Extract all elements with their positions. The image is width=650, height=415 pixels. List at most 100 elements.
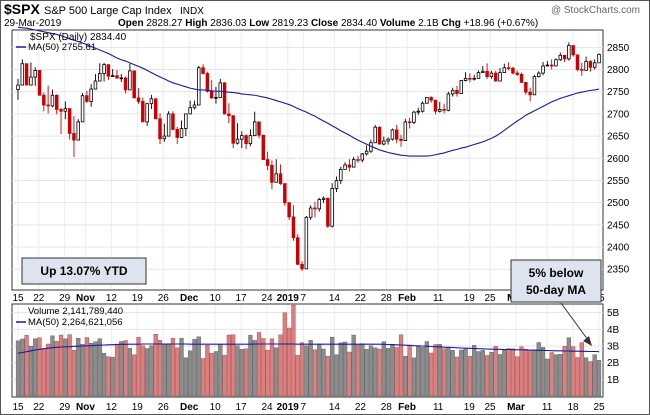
x-tick-label: Nov [76,402,95,413]
volume-bar [192,339,197,397]
volume-bar [269,338,275,397]
volume-bar [553,354,559,397]
price-legend: $SPX (Daily) 2834.40 MA(50) 2755.61 [16,32,127,53]
volume-bar [558,354,563,397]
candle-body [46,104,50,107]
close-label: Close [311,18,339,29]
candle-body [438,109,442,112]
volume-bar [226,334,231,397]
volume-bars [15,304,602,397]
candle-body [205,73,210,92]
volume-label: Volume [380,18,416,29]
x-tick-label: 24 [261,402,273,413]
x-tick-label: 22 [355,293,367,304]
volume-bar [433,344,438,397]
x-tick-label: 12 [106,293,118,304]
volume-bar [205,345,210,397]
volume-bar [218,344,223,397]
volume-bar [515,356,520,397]
candle-body [450,89,455,95]
volume-bar [63,338,68,397]
candle-body [42,94,46,106]
candle-body [502,67,507,74]
candle-body [373,126,377,144]
x-tick-label: Mar [507,402,525,413]
volume-bar [588,361,593,397]
volume-bar [562,346,567,397]
candle-body [132,70,136,99]
volume-bar [248,334,253,397]
volume-bar [140,345,145,397]
volume-bar [71,349,77,397]
volume-bar [28,345,34,397]
price-y-tick: 2550 [607,176,630,187]
volume-bar [145,348,150,397]
volume-bar [110,356,115,397]
candle-body [179,128,184,138]
volume-bar [252,340,257,397]
candle-body [252,121,257,137]
candle-body [153,98,158,120]
candle-body [463,77,468,82]
high-label: High [185,18,207,29]
candle-body [265,159,270,166]
volume-bar [476,351,481,397]
candle-body [214,97,218,99]
candle-body [506,67,511,69]
volume-legend-series: Volume 2,141,789,440 [28,306,123,317]
volume-bar [170,337,176,397]
volume-bar [459,349,464,397]
candle-body [106,64,111,77]
candle-body [330,188,334,227]
volume-bar [532,349,537,397]
candle-body [89,88,93,102]
candle-body [218,82,223,98]
volume-bar [467,355,472,397]
volume-bar [46,343,51,397]
candle-body [382,140,386,145]
candle-body [16,84,20,90]
volume-bar [291,304,296,397]
volume-bar [93,341,98,397]
volume-bar [222,355,227,397]
candle-body [364,150,369,155]
candle-body [201,67,205,74]
x-tick-label: 10 [210,402,222,413]
volume-bar [200,358,206,397]
volume-bar [463,348,468,397]
candle-body [110,75,115,77]
volume-bar [37,337,42,397]
candle-body [257,121,261,136]
volume-bar [256,332,262,397]
candle-body [493,72,498,82]
x-tick-label: 26 [158,293,170,304]
x-tick-label: 19 [132,293,144,304]
exchange-label: INDX [180,6,204,17]
x-tick-label: 12 [106,402,118,413]
candle-body [537,72,541,78]
volume-bar [80,344,85,397]
volume-bar [566,337,571,397]
volume-bar [188,350,193,397]
volume-bar [149,345,154,397]
price-y-tick: 2600 [607,154,630,165]
candle-body [227,113,231,117]
volume-bar [213,351,219,397]
candle-body [261,134,266,161]
candle-body [98,73,102,82]
x-tick-label: 25 [485,402,497,413]
volume-bar [196,336,201,397]
candle-body [334,180,339,189]
volume-bar [549,352,554,397]
volume-bar [429,352,434,397]
volume-y-tick: 5B [607,308,620,319]
volume-bar [523,349,528,397]
candle-body [209,90,214,99]
candle-body [291,216,296,239]
volume-bar [583,357,589,397]
candle-body [567,45,571,60]
volume-bar [261,338,266,397]
volume-bar [235,345,240,397]
candle-body [166,113,171,137]
price-legend-ma: MA(50) 2755.61 [28,42,96,53]
